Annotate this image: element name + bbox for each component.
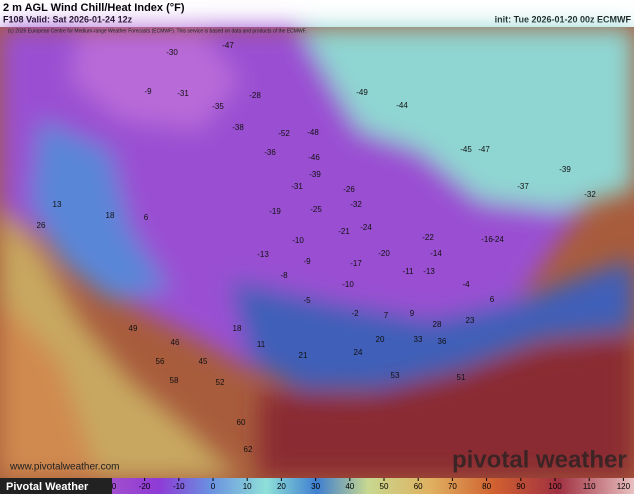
- map-value: -9: [144, 87, 152, 96]
- map-value: -28: [249, 91, 261, 100]
- map-value: 56: [156, 357, 165, 366]
- map-value: -2: [351, 309, 359, 318]
- map-value: -4: [462, 280, 470, 289]
- colorbar-label: 120: [617, 482, 631, 491]
- header-bg: [0, 0, 634, 27]
- map-value: 18: [106, 211, 115, 220]
- map-value: 60: [237, 418, 246, 427]
- colorbar-label: -20: [139, 482, 151, 491]
- map-value: 52: [216, 378, 225, 387]
- map-labels: -30-47-31-35-28-38-52 -48-36-46-39-49-44-…: [37, 41, 597, 454]
- map-value: 51: [457, 373, 466, 382]
- colorbar-label: 50: [380, 482, 389, 491]
- map-value: 6: [490, 295, 495, 304]
- map-value: -39: [309, 170, 321, 179]
- colorbar-label: 30: [311, 482, 320, 491]
- colorbar-label: 60: [414, 482, 423, 491]
- map-value: -20: [378, 249, 390, 258]
- map-value: -37: [517, 182, 529, 191]
- watermark: pivotal weather: [452, 446, 627, 473]
- map-value: 24: [354, 348, 363, 357]
- map-value: 53: [391, 371, 400, 380]
- map: [0, 27, 634, 478]
- map-value: -35: [212, 102, 224, 111]
- map-value: -21: [338, 227, 350, 236]
- map-value: -17: [350, 259, 362, 268]
- init-time: init: Tue 2026-01-20 00z ECMWF: [495, 14, 632, 24]
- colorbar-label: 110: [583, 482, 596, 491]
- map-value: 6: [144, 213, 149, 222]
- map-value: -13: [257, 250, 269, 259]
- colorbar-label: -10: [173, 482, 185, 491]
- map-value: -25: [310, 205, 322, 214]
- map-value: -48: [307, 128, 319, 137]
- map-value: -8: [280, 271, 288, 280]
- map-value: -16: [481, 235, 493, 244]
- map-value: -45: [460, 145, 472, 154]
- map-value: 11: [257, 340, 266, 349]
- map-value: 21: [299, 351, 308, 360]
- map-value: 9: [410, 309, 415, 318]
- logo-bg: [0, 478, 112, 494]
- colorbar-label: 70: [448, 482, 457, 491]
- map-value: -24: [492, 235, 504, 244]
- map-value: -5: [303, 296, 311, 305]
- colorbar-label: 0: [211, 482, 216, 491]
- colorbar-label: 80: [482, 482, 491, 491]
- map-value: 7: [384, 311, 389, 320]
- copyright: (c) 2026 European Centre for Medium-rang…: [8, 28, 307, 34]
- map-value: -10: [292, 236, 304, 245]
- colorbar: [0, 478, 634, 494]
- map-value: -22: [422, 233, 434, 242]
- map-value: -30: [166, 48, 178, 57]
- colorbar-label: 100: [548, 482, 562, 491]
- map-value: -24: [360, 223, 372, 232]
- map-value: -11: [403, 267, 415, 276]
- website: www.pivotalweather.com: [9, 462, 120, 473]
- map-value: -49: [356, 88, 368, 97]
- map-value: 20: [376, 335, 385, 344]
- map-value: 45: [199, 357, 208, 366]
- map-value: -36: [264, 148, 276, 157]
- map-value: 62: [244, 445, 253, 454]
- map-value: 46: [171, 338, 180, 347]
- map-value: 28: [433, 320, 442, 329]
- map-value: -44: [396, 101, 408, 110]
- map-value: -39: [559, 165, 571, 174]
- map-value: -46: [308, 153, 320, 162]
- map-value: 23: [466, 316, 475, 325]
- map-value: -14: [430, 249, 442, 258]
- map-value: 13: [53, 200, 62, 209]
- map-value: -32: [584, 190, 596, 199]
- colorbar-label: 90: [516, 482, 525, 491]
- map-value: -9: [303, 257, 311, 266]
- valid-time: F108 Valid: Sat 2026-01-24 12z: [3, 14, 133, 24]
- map-value: -19: [269, 207, 281, 216]
- map-value: 58: [170, 376, 179, 385]
- map-value: -31: [291, 182, 303, 191]
- map-value: 49: [129, 324, 138, 333]
- map-value: -13: [423, 267, 435, 276]
- colorbar-label: 10: [243, 482, 252, 491]
- map-value: -10: [342, 280, 354, 289]
- map-value: -47: [222, 41, 234, 50]
- map-value: -52: [278, 129, 290, 138]
- map-value: -32: [350, 200, 362, 209]
- map-value: 36: [438, 337, 447, 346]
- map-value: -38: [232, 123, 244, 132]
- colorbar-label: 20: [277, 482, 286, 491]
- title: 2 m AGL Wind Chill/Heat Index (°F): [3, 2, 185, 14]
- colorbar-label: 40: [345, 482, 354, 491]
- map-value: 18: [233, 324, 242, 333]
- map-value: 26: [37, 221, 46, 230]
- map-value: -26: [343, 185, 355, 194]
- logo: Pivotal Weather: [6, 481, 89, 493]
- map-value: -47: [478, 145, 490, 154]
- map-value: -31: [177, 89, 189, 98]
- map-value: 33: [414, 335, 423, 344]
